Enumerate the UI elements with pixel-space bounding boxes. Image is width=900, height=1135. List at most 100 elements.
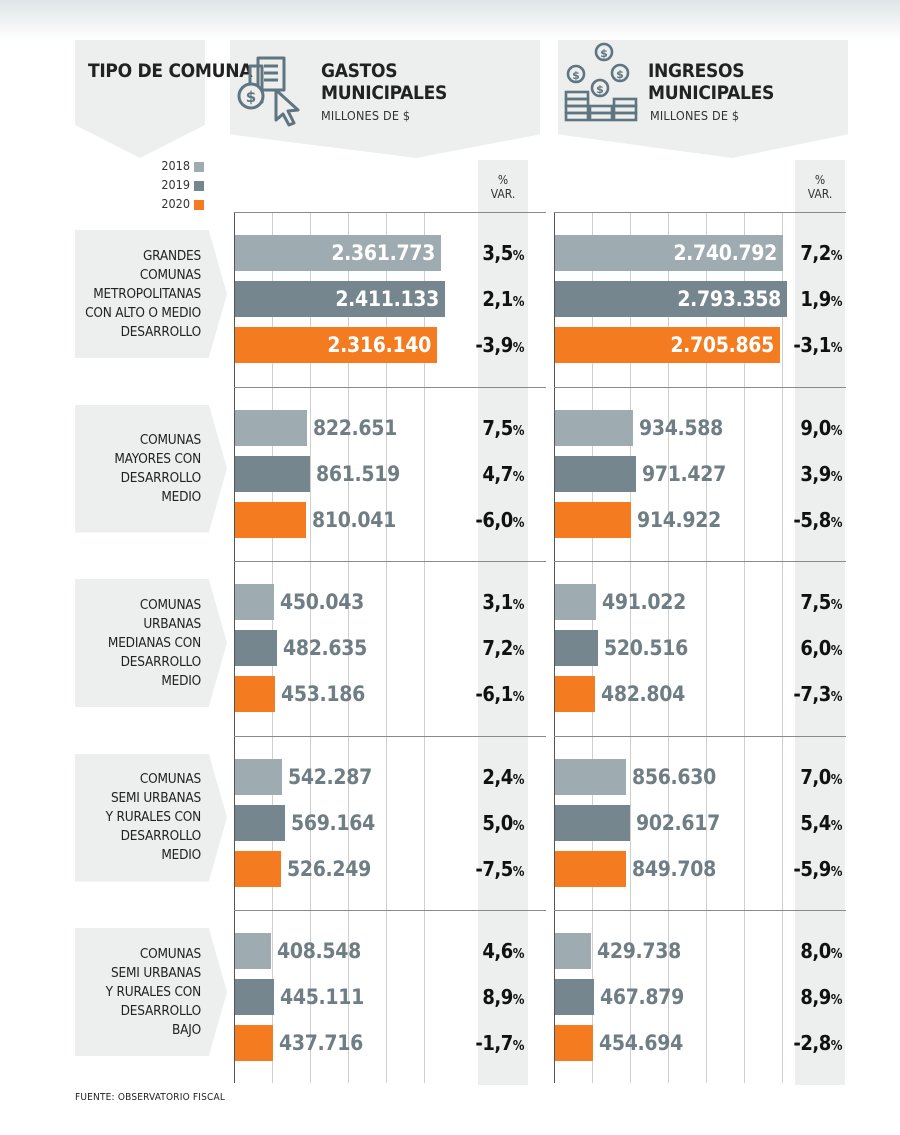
gastos-var-label-2020: -7,5%: [475, 856, 524, 881]
ingresos-gridline: [782, 212, 783, 1083]
ingresos-var-pct-sign: %: [830, 772, 843, 788]
gastos-value-label-2018: 542.287: [288, 764, 372, 789]
gastos-value-label-2020: 437.716: [279, 1031, 363, 1055]
gastos-axis: [234, 212, 235, 1083]
ingresos-var-header-label: VAR.: [807, 187, 833, 201]
gastos-var-pct-sign: %: [512, 341, 525, 356]
ingresos-bar-2020: [555, 850, 626, 887]
gastos-var-header-label: VAR.: [490, 187, 516, 201]
ingresos-value-label-2020: 454.694: [599, 1031, 683, 1055]
gastos-title-line1: GASTOS: [321, 60, 398, 82]
gastos-var-column: [478, 160, 528, 1085]
ingresos-bar-2018: [555, 235, 783, 271]
ingresos-value-label-2019: 520.516: [604, 636, 688, 660]
ingresos-var-label-2020: -5,8%: [793, 507, 842, 532]
gastos-var-pct-sign: %: [512, 818, 525, 834]
legend-label-2020: 2020: [161, 196, 190, 211]
category-label: GRANDES COMUNAS METROPOLITANAS CON ALTO O M…: [66, 247, 201, 342]
ingresos-var-pct-sign: %: [830, 341, 843, 356]
ingresos-var-pct-sign: %: [830, 469, 843, 485]
gastos-gridline: [310, 212, 311, 1083]
ingresos-var-label-2019: 5,4%: [800, 810, 842, 835]
ingresos-bar-2019: [555, 281, 787, 317]
svg-text:$: $: [596, 83, 604, 96]
ingresos-var-label-2020: -7,3%: [793, 682, 843, 706]
ingresos-bar-2018: [555, 758, 626, 795]
ingresos-title-line2: MUNICIPALES: [648, 82, 775, 104]
category-panel: [75, 928, 227, 1056]
category-label-line: DESARROLLO: [120, 653, 202, 670]
ingresos-var-pct-sign: %: [830, 864, 843, 880]
gastos-var-label-2018: 7,5%: [482, 415, 524, 440]
ingresos-gridline: [706, 212, 707, 1083]
category-label: COMUNAS SEMI URBANAS Y RURALES CON DESARROL…: [66, 770, 202, 865]
category-label-line: GRANDES: [142, 247, 201, 264]
ingresos-var-pct-sign: %: [830, 295, 843, 310]
ingresos-value-label-2018: 934.588: [639, 415, 723, 440]
ingresos-var-label-2018: 7,5%: [800, 590, 843, 614]
ingresos-var-pct-sign: %: [830, 598, 843, 613]
category-label-line: BAJO: [172, 1021, 201, 1038]
gastos-bar-2019: [235, 455, 310, 492]
gastos-group-separator: [234, 910, 546, 911]
gastos-bar-2018: [235, 584, 274, 620]
top-gradient: [0, 0, 900, 40]
gastos-value-label-2020: 526.249: [287, 856, 371, 881]
ingresos-axis: [554, 212, 555, 1083]
gastos-bar-2018: [235, 235, 441, 271]
category-label: COMUNAS MAYORES CON DESARROLLO MEDIO: [66, 431, 201, 507]
ingresos-value-label-2020: 482.804: [601, 682, 685, 706]
gastos-var-header-pct: %: [497, 173, 509, 187]
gastos-var-label-2020: -1,7%: [475, 1031, 524, 1055]
legend: 2018 2019 2020: [150, 158, 210, 214]
gastos-group-separator: [234, 561, 546, 562]
gastos-var-pct-sign: %: [512, 598, 525, 613]
category-label-line: MAYORES CON: [114, 450, 201, 467]
gastos-value-label-2019: 2.411.133: [335, 287, 439, 311]
gastos-bar-2019: [235, 281, 445, 317]
svg-text:$: $: [600, 47, 608, 60]
gastos-var-header: % VAR.: [478, 173, 528, 201]
ingresos-var-pct-sign: %: [830, 993, 843, 1008]
ingresos-var-label-2019: 8,9%: [800, 985, 843, 1009]
svg-text:$: $: [616, 68, 624, 81]
category-label: COMUNAS SEMI URBANAS Y RURALES CON DESARROL…: [66, 945, 202, 1040]
ingresos-var-label-2018: 7,0%: [800, 764, 843, 789]
gastos-gridline: [424, 212, 425, 1083]
ingresos-var-header-pct: %: [814, 173, 826, 187]
gastos-var-pct-sign: %: [512, 249, 525, 264]
ingresos-group-separator: [554, 386, 846, 388]
gastos-var-label-2019: 5,0%: [482, 810, 525, 835]
ingresos-bar-2020: [555, 501, 631, 538]
ingresos-var-label-2020: -5,9%: [793, 856, 843, 881]
ingresos-gridline: [744, 212, 745, 1083]
category-label-line: COMUNAS: [139, 596, 201, 613]
gastos-bar-2020: [235, 501, 306, 538]
gastos-var-label-2020: -3,9%: [475, 333, 525, 357]
gastos-var-label-2019: 8,9%: [482, 985, 524, 1009]
ingresos-bar-2018: [555, 933, 591, 969]
ingresos-var-label-2019: 1,9%: [800, 287, 843, 311]
category-panel: [75, 753, 227, 882]
gastos-var-pct-sign: %: [512, 772, 525, 788]
ingresos-var-label-2020: -2,8%: [793, 1031, 842, 1055]
ingresos-var-label-2018: 7,2%: [800, 241, 842, 265]
category-label-line: DESARROLLO: [120, 828, 202, 844]
gastos-value-label-2019: 861.519: [316, 461, 400, 486]
coins-stack-icon: $ $ $ $: [562, 40, 642, 134]
gastos-gridline: [386, 212, 387, 1083]
gastos-group-separator: [234, 386, 546, 388]
gastos-var-label-2018: 2,4%: [482, 764, 525, 789]
ingresos-gridline: [668, 212, 669, 1083]
ingresos-bar-2020: [555, 1025, 593, 1061]
gastos-value-label-2020: 453.186: [281, 682, 365, 706]
ingresos-var-label-2020: -3,1%: [793, 333, 843, 357]
ingresos-value-label-2018: 491.022: [602, 590, 686, 614]
ingresos-var-pct-sign: %: [830, 690, 843, 705]
ingresos-value-label-2020: 849.708: [632, 856, 716, 881]
gastos-value-label-2019: 482.635: [283, 636, 367, 660]
gastos-group-separator: [234, 212, 546, 213]
ingresos-value-label-2019: 467.879: [600, 985, 684, 1009]
ingresos-bar-2018: [555, 409, 633, 446]
